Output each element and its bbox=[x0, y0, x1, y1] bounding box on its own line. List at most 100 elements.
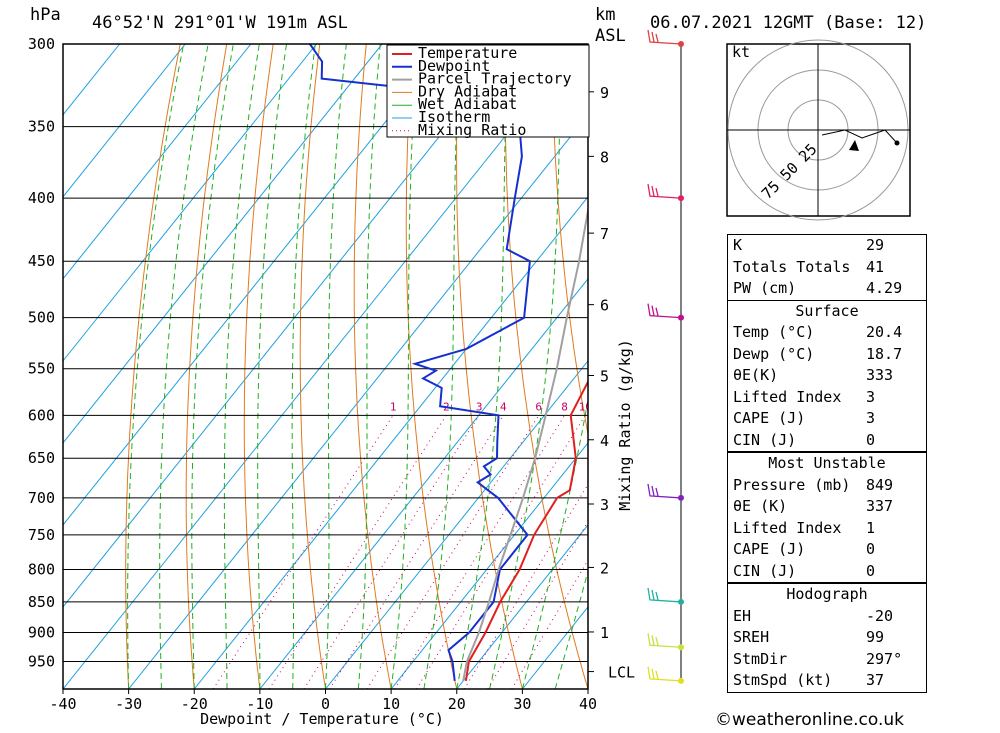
hodograph_table-value: 37 bbox=[866, 671, 885, 689]
pressure-tick-label: 350 bbox=[28, 118, 55, 136]
isotherm-line bbox=[259, 278, 588, 689]
km-tick-label: 9 bbox=[600, 84, 609, 102]
location-header: 46°52'N 291°01'W 191m ASL bbox=[92, 13, 348, 33]
indices-label: PW (cm) bbox=[733, 279, 797, 297]
pressure-tick-label: 950 bbox=[28, 653, 55, 671]
pressure-tick-label: 800 bbox=[28, 560, 55, 578]
storm-motion-marker bbox=[849, 140, 859, 151]
most-unstable-title: Most Unstable bbox=[768, 454, 886, 472]
x-tick-label: -10 bbox=[246, 695, 273, 713]
km-tick-label: 3 bbox=[600, 496, 609, 514]
surface-row: CIN (J) 0 bbox=[728, 430, 926, 452]
dry-adiabat-line bbox=[551, 44, 588, 437]
surface-value: 333 bbox=[866, 366, 894, 384]
mixing-ratio-label: 8 bbox=[561, 400, 568, 413]
most_unstable-label: Pressure (mb) bbox=[733, 475, 851, 494]
dewpoint-line bbox=[309, 44, 531, 682]
km-tick-label: 1 bbox=[600, 624, 609, 642]
most_unstable-row: CAPE (J) 0 bbox=[728, 539, 926, 561]
x-tick-label: 30 bbox=[513, 695, 531, 713]
wet-adiabat-line bbox=[357, 44, 381, 689]
x-axis-label: Dewpoint / Temperature (°C) bbox=[200, 710, 444, 728]
indices-row: Totals Totals 41 bbox=[728, 257, 926, 279]
hodograph_table-row: StmDir 297° bbox=[728, 649, 926, 671]
isotherm-line bbox=[63, 44, 580, 689]
surface-label: Lifted Index bbox=[733, 387, 842, 406]
hodograph-unit: kt bbox=[732, 43, 750, 61]
dry-adiabat-line bbox=[456, 44, 523, 689]
isotherm-line bbox=[63, 44, 252, 280]
hodograph_table-value: 99 bbox=[866, 628, 885, 646]
most_unstable-row: θE (K) 337 bbox=[728, 496, 926, 518]
indices-row: K 29 bbox=[728, 235, 926, 257]
km-tick-label: 2 bbox=[600, 559, 609, 577]
surface-title: Surface bbox=[795, 301, 859, 320]
hodograph_table-row: StmSpd (kt) 37 bbox=[728, 670, 926, 692]
most_unstable-label: CAPE (J) bbox=[733, 540, 806, 558]
wind-barb bbox=[647, 483, 682, 499]
most_unstable-label: CIN (J) bbox=[733, 561, 797, 580]
pressure-tick-label: 750 bbox=[28, 526, 55, 544]
unit-km: km bbox=[595, 5, 615, 25]
mixing-ratio-label: 25 bbox=[668, 400, 681, 413]
dry-adiabat-line bbox=[125, 44, 181, 689]
wet-adiabat-line bbox=[587, 687, 588, 689]
legend-entry: Wet Adiabat bbox=[418, 95, 517, 113]
wind-barb bbox=[647, 587, 682, 603]
mixing-ratio-label: 20 bbox=[646, 400, 659, 413]
x-tick-label: 0 bbox=[321, 695, 330, 713]
most_unstable-value: 1 bbox=[866, 518, 876, 537]
mixing-ratio-label: 6 bbox=[535, 400, 542, 413]
legend-entry: Temperature bbox=[418, 44, 517, 62]
mixing-ratio-line bbox=[303, 415, 480, 689]
wind-barb bbox=[647, 29, 682, 45]
x-tick-label: 10 bbox=[382, 695, 400, 713]
date-header: 06.07.2021 12GMT (Base: 12) bbox=[650, 13, 926, 33]
most_unstable-row: CIN (J) 0 bbox=[728, 561, 926, 583]
dry-adiabat-line bbox=[353, 44, 392, 689]
surface-label: Temp (°C) bbox=[733, 323, 815, 341]
indices-label: Totals Totals bbox=[733, 257, 851, 276]
isotherm-line bbox=[63, 44, 186, 198]
hodograph-end-dot bbox=[894, 140, 900, 146]
km-tick-label: 7 bbox=[600, 225, 609, 243]
km-tick-label: 6 bbox=[600, 297, 609, 315]
pressure-tick-label: 850 bbox=[28, 593, 55, 611]
dry-adiabat-line bbox=[405, 44, 458, 689]
parcel-trajectory-line bbox=[462, 204, 588, 682]
hodograph_table-label: StmDir bbox=[733, 649, 788, 668]
mixing-ratio-line bbox=[415, 415, 586, 689]
most_unstable-value: 337 bbox=[866, 497, 894, 515]
mixing-ratio-label: 10 bbox=[579, 400, 592, 413]
surface-value: 0 bbox=[866, 430, 876, 449]
most_unstable-value: 0 bbox=[866, 561, 876, 580]
plot-frame bbox=[62, 43, 589, 690]
wind-barb bbox=[647, 303, 682, 319]
indices-row: PW (cm) 4.29 bbox=[728, 278, 926, 300]
mixing-ratio-label: 1 bbox=[390, 400, 397, 413]
km-tick-label: 8 bbox=[600, 148, 609, 166]
mixing-ratio-label: 4 bbox=[500, 400, 507, 413]
wet-adiabat-line bbox=[127, 44, 185, 689]
dry-adiabat-line bbox=[971, 44, 1000, 689]
wind-barb bbox=[647, 633, 682, 648]
hodograph_table-row: EH -20 bbox=[728, 606, 926, 628]
dry-adiabat-line bbox=[925, 44, 1000, 689]
hodograph-trace bbox=[821, 129, 898, 144]
isotherm-line bbox=[128, 113, 588, 689]
hodograph_table-label: EH bbox=[733, 606, 752, 625]
isotherm-line bbox=[325, 360, 588, 689]
most_unstable-value: 0 bbox=[866, 540, 876, 558]
hodograph-title: Hodograph bbox=[786, 585, 868, 603]
temperature-line bbox=[464, 379, 588, 682]
most_unstable-label: θE (K) bbox=[733, 497, 788, 515]
surface-label: CIN (J) bbox=[733, 430, 797, 449]
isotherm-line bbox=[390, 442, 588, 689]
pressure-tick-label: 650 bbox=[28, 449, 55, 467]
hodograph_table-value: -20 bbox=[866, 606, 894, 625]
isotherm-line bbox=[63, 44, 317, 362]
indices-table: K 29 Totals Totals 41 PW (cm) 4.29 bbox=[727, 234, 927, 301]
x-tick-label: -20 bbox=[181, 695, 208, 713]
isotherm-line bbox=[63, 44, 449, 526]
